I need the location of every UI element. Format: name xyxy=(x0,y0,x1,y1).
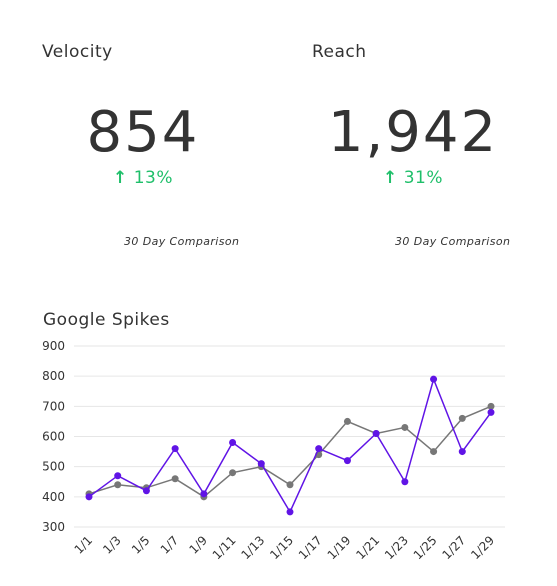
data-point[interactable] xyxy=(171,445,179,453)
x-tick-label: 1/19 xyxy=(325,533,354,562)
x-tick-label: 1/23 xyxy=(382,533,411,562)
x-tick-label: 1/21 xyxy=(353,533,382,562)
kpi-comparison-note: 30 Day Comparison xyxy=(124,235,240,248)
data-point[interactable] xyxy=(343,417,351,425)
kpi-value: 1,942 xyxy=(327,100,499,165)
kpi-card-reach: Reach 1,942 ↑ 31% 30 Day Comparison xyxy=(270,0,540,260)
arrow-up-icon: ↑ xyxy=(382,168,398,188)
kpi-title: Velocity xyxy=(42,42,113,62)
data-point[interactable] xyxy=(257,460,265,468)
kpi-delta-value: 13% xyxy=(133,168,174,188)
y-tick-label: 400 xyxy=(42,490,65,504)
x-tick-label: 1/17 xyxy=(296,533,325,562)
kpi-value: 854 xyxy=(86,100,200,165)
y-tick-label: 300 xyxy=(42,520,65,534)
x-tick-label: 1/11 xyxy=(210,533,239,562)
data-point[interactable] xyxy=(487,402,495,410)
y-tick-label: 600 xyxy=(42,430,65,444)
data-point[interactable] xyxy=(315,445,323,453)
kpi-card-velocity: Velocity 854 ↑ 13% 30 Day Comparison xyxy=(0,0,270,260)
x-tick-label: 1/1 xyxy=(72,533,96,557)
data-point[interactable] xyxy=(142,487,150,495)
data-point[interactable] xyxy=(229,469,237,477)
x-tick-label: 1/5 xyxy=(129,533,153,557)
x-tick-label: 1/27 xyxy=(439,533,468,562)
x-tick-label: 1/7 xyxy=(158,533,182,557)
kpi-comparison-note: 30 Day Comparison xyxy=(395,235,511,248)
data-point[interactable] xyxy=(372,429,380,437)
data-point[interactable] xyxy=(458,448,466,456)
y-tick-label: 900 xyxy=(42,339,65,353)
chart-title: Google Spikes xyxy=(43,310,170,330)
data-point[interactable] xyxy=(114,481,122,489)
data-point[interactable] xyxy=(430,448,438,456)
data-point[interactable] xyxy=(200,490,208,498)
data-point[interactable] xyxy=(430,375,438,383)
data-point[interactable] xyxy=(343,457,351,465)
data-point[interactable] xyxy=(171,475,179,483)
x-tick-label: 1/3 xyxy=(100,533,124,557)
kpi-delta: ↑ 13% xyxy=(8,168,278,188)
y-tick-label: 800 xyxy=(42,369,65,383)
arrow-up-icon: ↑ xyxy=(112,168,128,188)
data-point[interactable] xyxy=(286,481,294,489)
x-tick-label: 1/13 xyxy=(238,533,267,562)
data-point[interactable] xyxy=(401,478,409,486)
y-tick-label: 700 xyxy=(42,399,65,413)
kpi-title: Reach xyxy=(312,42,367,62)
data-point[interactable] xyxy=(487,408,495,416)
x-tick-label: 1/15 xyxy=(267,533,296,562)
kpi-delta-value: 31% xyxy=(403,168,444,188)
data-point[interactable] xyxy=(114,472,122,480)
data-point[interactable] xyxy=(458,414,466,422)
data-point[interactable] xyxy=(401,423,409,431)
x-tick-label: 1/9 xyxy=(186,533,210,557)
y-tick-label: 500 xyxy=(42,460,65,474)
x-tick-label: 1/25 xyxy=(411,533,440,562)
data-point[interactable] xyxy=(85,493,93,501)
data-point[interactable] xyxy=(229,439,237,447)
line-chart: 300 400 500 600 700 800 900 1/1 1/3 1/5 1/7 1/9 1/11… xyxy=(42,339,505,562)
data-point[interactable] xyxy=(286,508,294,516)
kpi-delta: ↑ 31% xyxy=(278,168,548,188)
x-tick-label: 1/29 xyxy=(468,533,497,562)
